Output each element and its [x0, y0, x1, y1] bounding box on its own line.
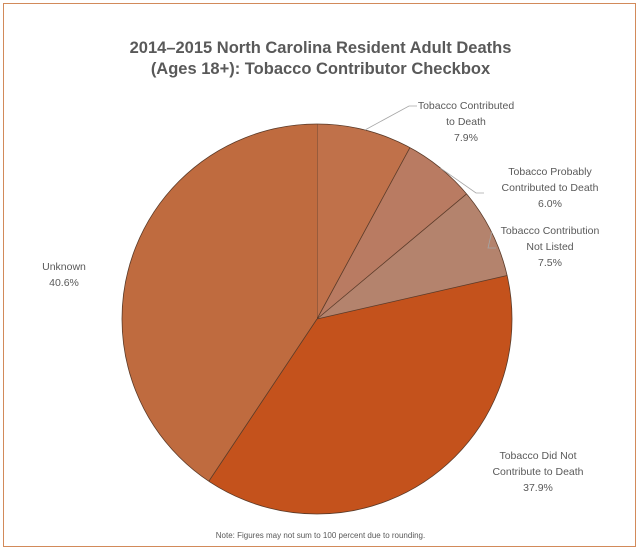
slice-label-tobacco-contributed-name-2: to Death: [446, 116, 486, 128]
chart-title-line-1: 2014–2015 North Carolina Resident Adult …: [129, 39, 512, 57]
pie-slice-tobacco-contributed: [317, 124, 410, 319]
slice-label-unknown: Unknown 40.6%: [24, 259, 104, 291]
slice-label-did-not-contribute: Tobacco Did Not Contribute to Death 37.9…: [468, 448, 608, 496]
pie-slice-did-not-contribute: [208, 275, 513, 514]
chart-note: Note: Figures may not sum to 100 percent…: [215, 531, 426, 540]
slice-label-tobacco-probably-name-1: Tobacco Probably: [508, 166, 592, 178]
slice-label-tobacco-probably-value: 6.0%: [538, 198, 562, 210]
slice-separator: [208, 318, 318, 482]
chart-title-line-2: (Ages 18+): Tobacco Contributor Checkbox: [150, 60, 491, 78]
slice-label-tobacco-probably: Tobacco Probably Contributed to Death 6.…: [480, 164, 620, 212]
chart-frame: 2014–2015 North Carolina Resident Adult …: [3, 3, 636, 547]
slice-label-not-listed-name-1: Tobacco Contribution: [500, 225, 600, 237]
slice-label-unknown-value: 40.6%: [49, 277, 79, 289]
slice-label-not-listed-name-2: Not Listed: [526, 241, 574, 253]
slice-separator: [316, 147, 411, 320]
slice-label-not-listed-value: 7.5%: [538, 257, 562, 269]
chart-title: 2014–2015 North Carolina Resident Adult …: [4, 38, 637, 80]
slice-label-unknown-name: Unknown: [42, 261, 86, 273]
leader-line-not-listed: [487, 232, 496, 249]
leader-line-tobacco-probably: [440, 167, 484, 194]
slice-separator: [316, 193, 467, 320]
leader-line-tobacco-contributed: [364, 105, 417, 131]
slice-label-tobacco-probably-name-2: Contributed to Death: [501, 182, 599, 194]
pie-chart: [121, 105, 513, 515]
slice-label-did-not-contribute-name-1: Tobacco Did Not: [499, 450, 577, 462]
pie-slice-not-listed: [317, 193, 508, 319]
slice-label-tobacco-contributed-name-1: Tobacco Contributed: [417, 100, 515, 112]
pie-outline: [121, 123, 513, 515]
slice-label-not-listed: Tobacco Contribution Not Listed 7.5%: [480, 223, 620, 271]
slice-label-tobacco-contributed-value: 7.9%: [454, 132, 478, 144]
slice-label-tobacco-contributed: Tobacco Contributed to Death 7.9%: [396, 98, 536, 146]
slice-separator: [316, 275, 508, 320]
pie-slice-tobacco-probably: [317, 147, 467, 319]
slice-label-did-not-contribute-name-2: Contribute to Death: [492, 466, 584, 478]
slice-label-did-not-contribute-value: 37.9%: [523, 482, 553, 494]
